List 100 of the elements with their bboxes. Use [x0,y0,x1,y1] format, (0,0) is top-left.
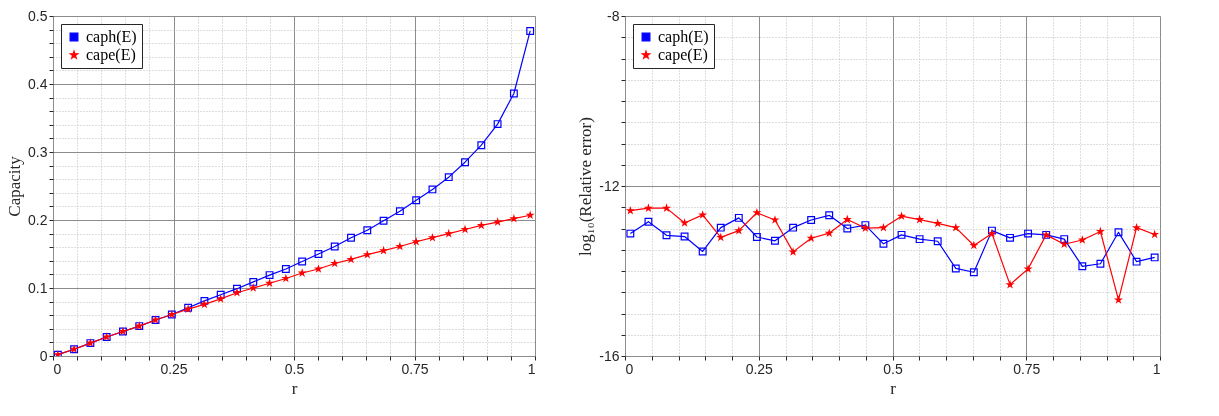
point [427,232,437,242]
point [200,296,209,305]
point [625,205,635,215]
point [843,224,852,233]
point [897,230,906,239]
point [281,265,290,273]
point [879,239,888,248]
point [824,228,834,238]
point [933,218,943,228]
point [347,233,355,242]
point [265,271,274,280]
point [249,277,258,286]
point [1114,228,1123,237]
legend-label: cape(E) [86,46,136,64]
y-tick-label: 0.1 [28,279,48,296]
point [680,232,689,241]
point [1059,239,1069,249]
point [825,211,834,220]
point [897,211,907,221]
x-tick-label: 0.75 [1013,360,1041,377]
point [734,225,744,235]
point [951,222,961,232]
point [314,250,323,258]
x-tick-label: 0 [625,360,634,377]
x-tick-label: 0 [53,360,62,377]
point [461,158,469,167]
point [477,141,486,150]
point [662,203,672,212]
x-tick-label: 1 [1152,360,1161,377]
point [1006,233,1014,242]
point [878,222,888,232]
point [216,290,225,299]
point [969,268,978,277]
x-axis-title: r [890,378,897,398]
x-tick-label: 0.25 [160,360,188,377]
point [297,268,307,277]
x-tick-label: 1 [527,360,536,377]
legend-label: cape(E) [658,46,708,64]
point [232,288,242,297]
point [379,216,388,225]
y-tick-label: 0.3 [28,143,48,160]
point [476,220,486,230]
point [509,213,519,223]
point [1005,279,1015,289]
point [362,249,372,259]
point [1132,222,1142,232]
y-tick-label: -12 [599,177,620,194]
point [1024,229,1033,238]
y-tick-label: -8 [607,7,620,24]
x-tick-label: 0.75 [401,360,429,377]
point [444,228,454,238]
point [1132,257,1141,266]
point [644,217,653,226]
point [716,232,726,242]
y-tick-label: 0.5 [28,7,48,24]
point [752,208,762,217]
point [493,120,502,129]
y-tick-label: 0 [39,347,48,364]
point [734,213,743,222]
y-tick-label: 0.2 [28,211,48,228]
point [1150,253,1159,262]
y-axis-title: log₁₀(Relative error) [576,117,596,256]
point [662,231,671,240]
x-tick-label: 0.5 [883,360,903,377]
point [915,214,925,224]
point [807,216,816,224]
point [1096,259,1105,268]
point [1060,235,1069,244]
point [716,223,725,232]
point [428,185,437,194]
point [842,214,852,224]
point [626,229,635,238]
point [346,254,356,264]
y-tick-label: 0.4 [28,75,48,92]
point [395,241,405,251]
point [1150,229,1160,239]
point [363,226,372,235]
point [526,27,535,35]
point [216,294,226,303]
point [395,207,404,216]
point [771,236,779,245]
point [411,237,421,246]
point [509,89,518,98]
point [313,264,323,273]
point [1113,295,1123,304]
x-tick-label: 0.25 [745,360,774,377]
point [1023,264,1033,273]
point [698,210,708,219]
point [412,196,421,205]
point [330,242,339,251]
point [915,235,924,244]
point [788,247,798,256]
legend-label: caph(E) [86,28,137,46]
y-tick-label: -16 [599,347,620,364]
point [698,247,707,256]
point [298,257,307,266]
point [1078,262,1087,271]
x-tick-label: 0.5 [284,360,305,377]
point [1095,226,1105,236]
point [933,237,942,246]
